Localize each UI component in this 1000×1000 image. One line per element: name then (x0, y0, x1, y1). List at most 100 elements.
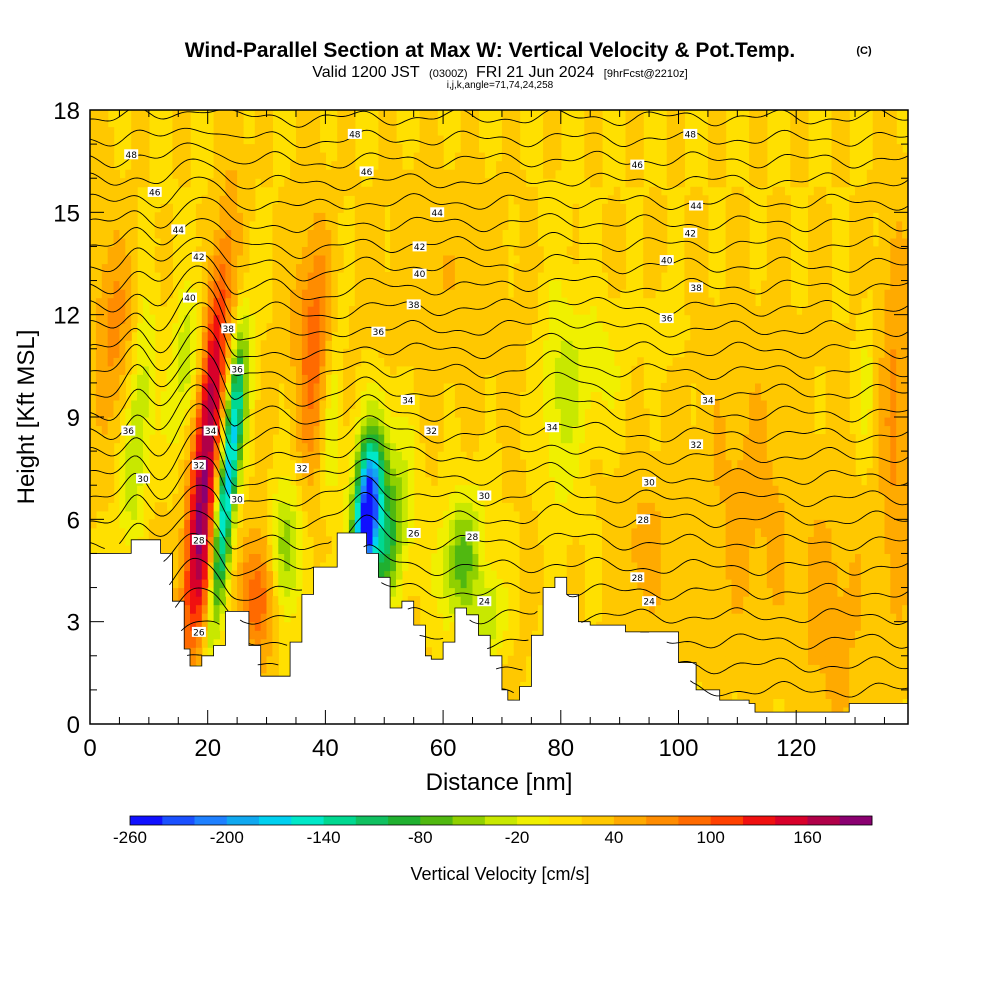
field-cell (431, 451, 438, 461)
field-cell (731, 255, 738, 265)
field-cell (213, 579, 221, 589)
field-cell (378, 314, 385, 324)
field-cell (766, 638, 774, 648)
field-cell (266, 178, 273, 188)
field-cell (507, 468, 515, 478)
field-cell (384, 127, 391, 137)
field-cell (325, 365, 332, 375)
field-cell (590, 331, 597, 341)
field-cell (760, 655, 768, 665)
field-cell (678, 485, 685, 495)
field-cell (496, 212, 503, 222)
field-cell (160, 246, 168, 256)
field-cell (231, 519, 238, 529)
field-cell (348, 374, 356, 384)
field-cell (537, 570, 544, 580)
field-cell (225, 255, 232, 265)
field-cell (213, 553, 221, 563)
field-cell (113, 169, 120, 179)
field-cell (284, 374, 291, 384)
field-cell (519, 314, 527, 324)
field-cell (755, 476, 762, 486)
field-cell (507, 331, 515, 341)
field-cell (131, 161, 138, 171)
field-cell (684, 399, 691, 409)
field-cell (137, 348, 144, 358)
field-cell (166, 289, 173, 299)
field-cell (372, 442, 379, 452)
field-cell (549, 348, 556, 358)
field-cell (513, 442, 521, 452)
field-cell (319, 237, 326, 247)
field-cell (513, 127, 521, 137)
field-cell (195, 399, 203, 409)
field-cell (713, 118, 721, 128)
field-cell (296, 382, 303, 392)
field-cell (454, 263, 462, 273)
field-cell (378, 399, 385, 409)
field-cell (713, 647, 721, 657)
field-cell (719, 604, 727, 614)
field-cell (213, 476, 221, 486)
field-cell (195, 604, 203, 614)
field-cell (707, 161, 715, 171)
field-cell (325, 348, 332, 358)
field-cell (143, 314, 150, 324)
field-cell (707, 365, 715, 375)
field-cell (260, 544, 268, 554)
field-cell (525, 186, 532, 196)
field-cell (531, 519, 538, 529)
field-cell (678, 527, 685, 537)
field-cell (490, 220, 497, 230)
field-cell (360, 417, 368, 427)
field-cell (666, 621, 674, 631)
field-cell (296, 399, 303, 409)
field-cell (237, 399, 244, 409)
field-cell (319, 203, 326, 213)
field-cell (348, 519, 356, 529)
field-cell (696, 596, 703, 606)
field-cell (707, 519, 715, 529)
field-cell (178, 357, 185, 367)
field-cell (401, 255, 409, 265)
field-cell (419, 186, 427, 196)
field-cell (184, 579, 191, 589)
field-cell (190, 408, 197, 418)
field-cell (496, 237, 503, 247)
field-cell (225, 110, 232, 120)
field-cell (472, 519, 479, 529)
field-cell (160, 408, 168, 418)
field-cell (696, 306, 703, 316)
field-cell (478, 331, 485, 341)
field-cell (401, 272, 409, 282)
field-cell (490, 246, 497, 256)
field-cell (101, 127, 109, 137)
field-cell (266, 630, 273, 640)
field-cell (225, 587, 232, 597)
field-cell (737, 476, 744, 486)
field-cell (531, 613, 538, 623)
field-cell (472, 289, 479, 299)
field-cell (719, 485, 727, 495)
field-cell (566, 314, 574, 324)
field-cell (449, 169, 456, 179)
field-cell (354, 203, 362, 213)
field-cell (143, 374, 150, 384)
field-cell (201, 374, 209, 384)
field-cell (266, 647, 273, 657)
field-cell (390, 144, 397, 154)
field-cell (184, 118, 191, 128)
field-cell (219, 493, 226, 503)
field-cell (707, 135, 715, 145)
field-cell (707, 493, 715, 503)
field-cell (519, 169, 527, 179)
field-cell (254, 417, 262, 427)
field-cell (137, 442, 144, 452)
field-cell (172, 374, 179, 384)
field-cell (737, 237, 744, 247)
field-cell (590, 314, 597, 324)
field-cell (649, 186, 656, 196)
field-cell (384, 536, 391, 546)
field-cell (243, 323, 250, 333)
field-cell (725, 570, 733, 580)
